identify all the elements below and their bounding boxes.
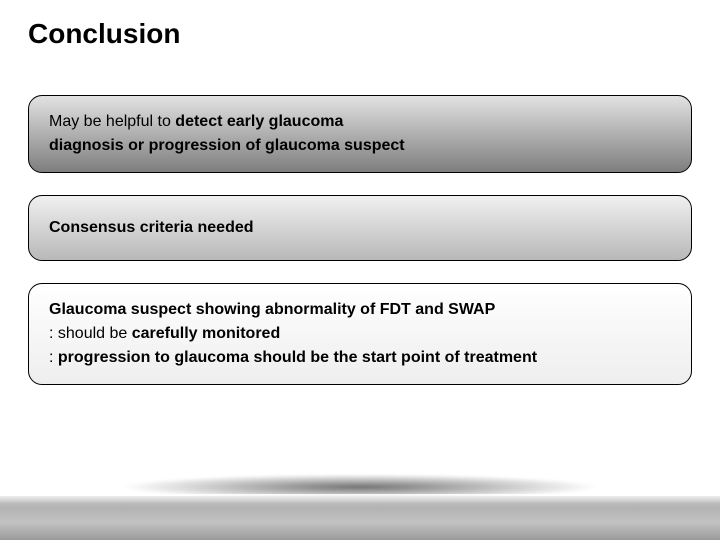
- box1-line1-bold: detect early glaucoma: [175, 113, 343, 130]
- box3-line2: : should be carefully monitored: [49, 322, 671, 346]
- conclusion-box-3: Glaucoma suspect showing abnormality of …: [28, 283, 692, 385]
- page-title: Conclusion: [28, 18, 180, 50]
- box3-line2-bold: carefully monitored: [132, 325, 280, 342]
- box3-line2-prefix: : should be: [49, 325, 132, 342]
- box1-line1: May be helpful to detect early glaucoma: [49, 110, 671, 134]
- box3-line3-bold: progression to glaucoma should be the st…: [58, 349, 537, 366]
- box3-line3-prefix: :: [49, 349, 58, 366]
- box2-line1-bold: Consensus criteria needed: [49, 219, 254, 236]
- platform-highlight: [0, 494, 720, 504]
- box2-line1: Consensus criteria needed: [49, 216, 671, 240]
- box3-line3: : progression to glaucoma should be the …: [49, 346, 671, 370]
- box1-line2-bold: diagnosis or progression of glaucoma sus…: [49, 137, 405, 154]
- box3-line1: Glaucoma suspect showing abnormality of …: [49, 298, 671, 322]
- conclusion-box-2: Consensus criteria needed: [28, 195, 692, 261]
- box3-line1-bold: Glaucoma suspect showing abnormality of …: [49, 301, 495, 318]
- conclusion-box-1: May be helpful to detect early glaucoma …: [28, 95, 692, 173]
- box1-line1-prefix: May be helpful to: [49, 113, 175, 130]
- box1-line2: diagnosis or progression of glaucoma sus…: [49, 134, 671, 158]
- footer-platform: [0, 468, 720, 540]
- content-area: May be helpful to detect early glaucoma …: [28, 95, 692, 407]
